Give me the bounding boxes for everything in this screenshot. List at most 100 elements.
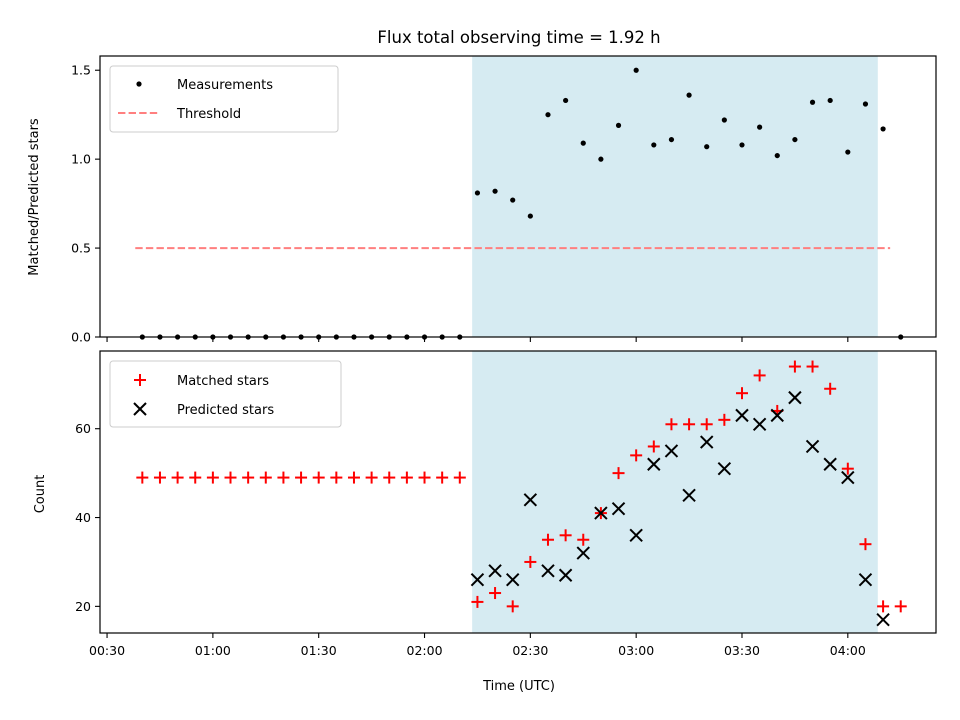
matched-star-point — [559, 529, 572, 542]
top-legend: Measurements Threshold — [109, 65, 339, 133]
measurement-point — [563, 97, 569, 104]
legend-predicted-label: Predicted stars — [177, 403, 274, 418]
predicted-star-point — [523, 493, 538, 507]
matched-star-point — [788, 360, 801, 373]
predicted-star-point — [876, 612, 890, 627]
bottom-xtick-label: 03:00 — [618, 643, 654, 658]
matched-star-point — [541, 533, 554, 546]
matched-star-point — [277, 471, 290, 484]
measurement-point — [757, 124, 763, 130]
matched-star-point — [506, 600, 519, 613]
measurement-point — [598, 156, 604, 162]
measurement-point — [686, 92, 692, 98]
matched-star-point — [683, 418, 696, 431]
bottom-legend-box — [109, 360, 342, 428]
matched-star-point — [383, 471, 396, 484]
predicted-star-point — [858, 573, 873, 587]
matched-star-point — [259, 471, 272, 484]
top-axes-frame — [99, 55, 937, 338]
predicted-star-point — [664, 444, 679, 458]
legend-threshold-label: Threshold — [176, 107, 241, 122]
matched-star-point — [242, 471, 255, 484]
predicted-star-point — [823, 457, 837, 471]
bottom-x-ticks: 00:30 01:00 01:30 02:00 02:30 03:00 03:30 04:00 — [89, 633, 866, 658]
matched-star-point — [312, 471, 325, 484]
matched-star-point — [347, 471, 360, 484]
predicted-star-point — [541, 564, 555, 578]
matched-star-point — [418, 471, 431, 484]
top-observing-span — [472, 56, 878, 337]
matched-star-point — [171, 471, 184, 484]
top-ytick-label: 1.0 — [71, 152, 91, 167]
predicted-star-point — [700, 435, 714, 449]
matched-star-points — [136, 360, 907, 613]
matched-star-point — [700, 418, 713, 431]
predicted-star-point — [470, 573, 485, 587]
matched-star-point — [665, 418, 678, 431]
matched-star-point — [153, 471, 166, 484]
predicted-star-points — [470, 390, 890, 627]
measurement-point — [668, 136, 675, 143]
measurement-point — [492, 188, 498, 194]
bottom-ytick-label: 20 — [75, 599, 91, 614]
predicted-star-point — [770, 408, 784, 423]
matched-star-point — [489, 587, 502, 600]
measurement-point — [721, 117, 727, 123]
bottom-xtick-label: 02:00 — [407, 643, 443, 658]
matched-star-point — [453, 471, 466, 484]
matched-star-point — [806, 360, 819, 373]
measurement-point — [774, 152, 780, 159]
top-ytick-label: 1.5 — [71, 63, 91, 78]
measurement-point — [474, 190, 481, 196]
measurement-point — [739, 142, 745, 148]
bottom-ytick-label: 60 — [75, 421, 91, 436]
measurement-point — [580, 140, 586, 146]
measurement-point — [510, 197, 516, 203]
bottom-xtick-label: 00:30 — [89, 643, 125, 658]
matched-star-point — [471, 595, 484, 608]
top-ytick-label: 0.0 — [71, 330, 91, 345]
measurement-point — [880, 126, 886, 132]
matched-star-point — [877, 600, 890, 613]
bottom-ytick-label: 40 — [75, 510, 91, 525]
bottom-xtick-label: 01:30 — [301, 643, 337, 658]
matched-star-point — [330, 471, 343, 484]
bottom-axes-frame — [99, 350, 937, 634]
measurement-point — [651, 142, 657, 148]
predicted-star-point — [788, 390, 802, 405]
measurement-point — [633, 67, 639, 73]
matched-star-point — [718, 413, 731, 426]
matched-star-point — [630, 449, 643, 462]
matched-star-point — [859, 538, 872, 551]
bottom-panel: 20 40 60 00:30 01:00 01:30 02:00 02:30 03:00 03:… — [33, 350, 937, 694]
matched-star-point — [295, 471, 308, 484]
top-ytick-label: 0.5 — [71, 241, 91, 256]
matched-star-point — [189, 471, 202, 484]
top-legend-box — [109, 65, 339, 133]
predicted-star-point — [488, 564, 502, 578]
measurement-point — [792, 136, 798, 143]
legend-matched-label: Matched stars — [177, 374, 269, 389]
top-y-axis-label: Matched/Predicted stars — [27, 118, 42, 276]
matched-star-point — [224, 471, 237, 484]
matched-star-point — [524, 555, 537, 568]
bottom-xtick-label: 01:00 — [195, 643, 231, 658]
predicted-star-point — [506, 573, 520, 587]
matched-star-point — [612, 467, 625, 480]
bottom-legend: Matched stars Predicted stars — [109, 360, 342, 428]
matched-star-point — [577, 533, 590, 546]
x-axis-label: Time (UTC) — [482, 679, 555, 694]
matched-star-point — [824, 382, 837, 395]
predicted-star-point — [611, 501, 626, 516]
bottom-xtick-label: 04:00 — [830, 643, 866, 658]
predicted-star-point — [841, 470, 855, 485]
matched-star-point — [841, 462, 854, 475]
legend-matched-marker — [134, 374, 146, 386]
matched-star-point — [647, 440, 660, 453]
bottom-xtick-label: 03:30 — [724, 643, 760, 658]
predicted-star-point — [558, 568, 573, 582]
matched-star-point — [735, 387, 748, 400]
top-panel: 0.0 0.5 1.0 1.5 Matched/Predicted stars Mea… — [27, 55, 937, 345]
chart-title: Flux total observing time = 1.92 h — [377, 28, 660, 47]
